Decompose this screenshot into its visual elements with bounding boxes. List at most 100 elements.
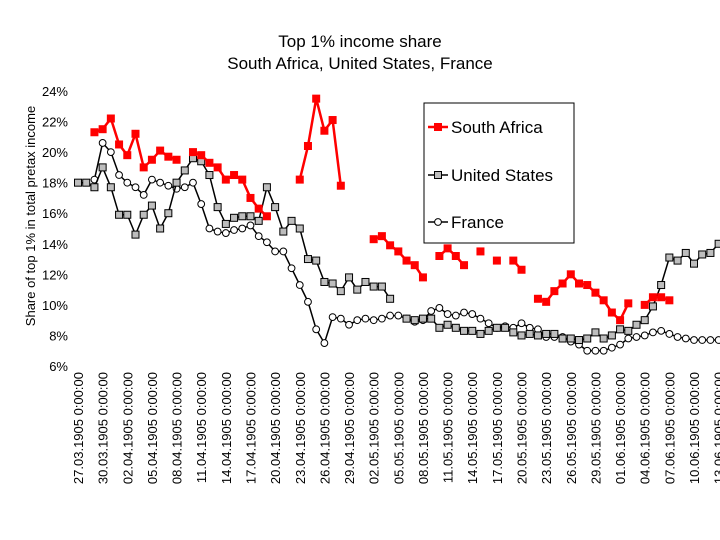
data-point-south-africa xyxy=(205,158,214,167)
data-point-france xyxy=(336,314,345,323)
data-point-south-africa xyxy=(443,244,452,253)
series-united-states xyxy=(74,154,720,345)
data-point-united-states xyxy=(336,287,345,296)
data-point-south-africa xyxy=(303,142,312,150)
x-tick-label: 20.05.1905 0:00:00 xyxy=(515,372,530,484)
data-point-united-states xyxy=(517,331,526,340)
data-point-united-states xyxy=(583,334,592,343)
legend-label: France xyxy=(451,213,504,232)
data-point-united-states xyxy=(90,183,99,192)
data-point-france xyxy=(427,307,436,315)
y-tick-label: 14% xyxy=(42,237,68,252)
data-point-france xyxy=(435,304,444,312)
data-point-south-africa xyxy=(410,261,419,270)
data-point-united-states xyxy=(254,216,263,225)
data-point-united-states xyxy=(353,285,362,294)
data-point-south-africa xyxy=(451,252,460,260)
data-point-south-africa xyxy=(90,128,99,137)
x-tick-label: 27.03.1905 0:00:00 xyxy=(71,372,86,484)
data-point-united-states xyxy=(147,201,156,210)
data-point-united-states xyxy=(451,323,460,332)
legend-items: South Africa United States France xyxy=(428,118,553,232)
data-point-south-africa xyxy=(435,252,444,260)
data-point-south-africa xyxy=(402,256,411,265)
data-point-south-africa xyxy=(106,114,115,123)
data-point-united-states xyxy=(673,256,682,265)
data-point-south-africa xyxy=(115,140,124,149)
data-point-south-africa xyxy=(542,297,551,306)
data-point-france xyxy=(230,226,238,234)
data-point-united-states xyxy=(476,329,485,338)
data-point-south-africa xyxy=(336,181,345,190)
data-point-united-states xyxy=(287,216,296,225)
data-point-france xyxy=(690,336,698,344)
x-tick-label: 04.06.1905 0:00:00 xyxy=(638,372,653,484)
legend-swatch-marker xyxy=(434,171,442,179)
data-point-united-states xyxy=(303,255,312,264)
legend-item-south-africa: South Africa xyxy=(428,118,543,137)
data-point-united-states xyxy=(205,171,214,180)
series-layer xyxy=(74,94,720,355)
data-point-france xyxy=(164,181,173,190)
data-point-south-africa xyxy=(164,152,173,161)
data-point-united-states xyxy=(533,331,542,340)
x-tick-label: 10.06.1905 0:00:00 xyxy=(687,372,702,484)
y-tick-label: 8% xyxy=(49,328,68,343)
data-point-france xyxy=(98,139,107,147)
y-tick-label: 6% xyxy=(49,359,68,374)
data-point-united-states xyxy=(632,320,641,329)
data-point-france xyxy=(394,311,403,320)
data-point-france xyxy=(131,183,140,192)
data-point-france xyxy=(460,308,468,317)
data-point-united-states xyxy=(468,326,477,335)
data-point-united-states xyxy=(427,314,436,323)
x-tick-label: 08.05.1905 0:00:00 xyxy=(416,372,431,484)
data-point-south-africa xyxy=(295,175,304,184)
data-point-united-states xyxy=(246,212,255,221)
data-point-south-africa xyxy=(460,261,469,270)
data-point-france xyxy=(353,316,362,325)
data-point-united-states xyxy=(558,334,567,343)
x-tick-label: 05.04.1905 0:00:00 xyxy=(145,372,160,484)
data-point-france xyxy=(106,148,115,157)
legend-label: United States xyxy=(451,166,553,185)
data-point-france xyxy=(180,183,189,192)
y-axis-ticks: 6% 8% 10% 12% 14% 16% 18% 20% 22% 24% xyxy=(42,84,68,374)
data-point-south-africa xyxy=(213,163,222,172)
data-point-united-states xyxy=(509,328,518,337)
data-point-south-africa xyxy=(139,163,148,172)
data-point-south-africa xyxy=(386,241,395,250)
data-point-france xyxy=(640,331,649,340)
data-point-united-states xyxy=(525,329,534,338)
data-point-south-africa xyxy=(583,281,592,290)
data-point-south-africa xyxy=(640,300,649,309)
data-point-france xyxy=(468,310,477,318)
data-point-united-states xyxy=(164,209,173,218)
data-point-france xyxy=(312,325,321,334)
x-tick-label: 14.04.1905 0:00:00 xyxy=(219,372,234,484)
data-point-france xyxy=(714,336,720,344)
x-tick-label: 11.04.1905 0:00:00 xyxy=(194,372,209,483)
data-point-united-states xyxy=(435,323,444,332)
data-point-south-africa xyxy=(328,116,337,125)
data-point-france xyxy=(591,346,600,355)
legend-swatch-marker xyxy=(434,123,442,131)
data-point-united-states xyxy=(213,203,222,212)
x-tick-label: 08.04.1905 0:00:00 xyxy=(170,372,185,484)
data-point-france xyxy=(205,224,214,233)
data-point-united-states xyxy=(698,250,707,259)
x-tick-label: 20.04.1905 0:00:00 xyxy=(268,372,283,484)
legend-label: South Africa xyxy=(451,118,543,137)
data-point-south-africa xyxy=(98,125,107,134)
data-point-france xyxy=(156,178,165,187)
x-tick-label: 23.04.1905 0:00:00 xyxy=(293,372,308,484)
data-point-france xyxy=(673,333,682,341)
data-point-france xyxy=(657,326,666,335)
data-point-south-africa xyxy=(312,94,321,103)
data-point-france xyxy=(115,171,123,179)
data-point-united-states xyxy=(139,210,148,219)
legend-item-france: France xyxy=(428,213,504,232)
legend-item-united-states: United States xyxy=(428,166,553,185)
x-tick-label: 14.05.1905 0:00:00 xyxy=(465,372,480,484)
series-line-south-africa xyxy=(93,115,178,170)
